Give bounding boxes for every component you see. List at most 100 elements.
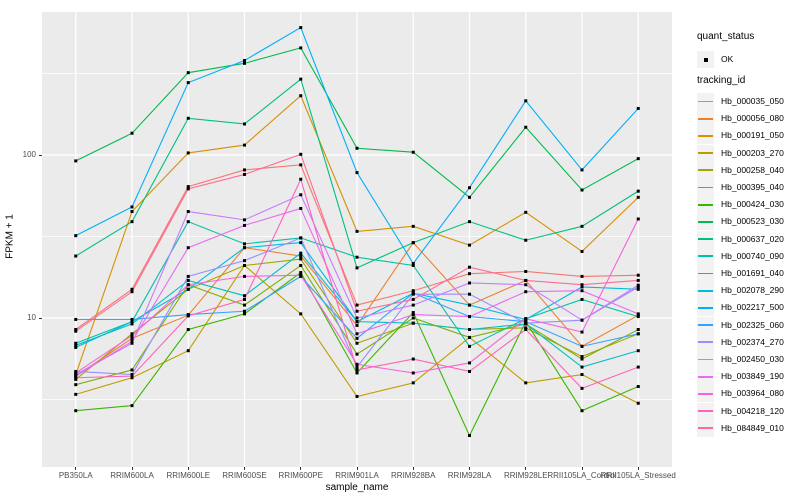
x-tick-label: RRIM600PE <box>278 471 323 480</box>
legend-key-swatch <box>697 93 714 110</box>
data-point-marker <box>636 283 640 287</box>
data-point-marker <box>468 281 471 285</box>
legend-key-swatch <box>697 368 714 386</box>
data-point-marker <box>355 332 359 336</box>
data-point-marker <box>355 320 359 324</box>
data-point-marker <box>580 168 584 172</box>
legend-item-label: Hb_002325_060 <box>721 319 784 330</box>
data-point-marker <box>243 122 246 126</box>
x-tick-label: PB350LA <box>58 471 93 480</box>
data-point-marker <box>636 273 640 277</box>
data-point-marker <box>580 355 584 359</box>
data-point-marker <box>74 383 78 387</box>
data-point-marker <box>355 323 359 327</box>
legend-item-label: Hb_004218_120 <box>721 405 784 416</box>
data-point-marker <box>355 171 359 175</box>
data-point-marker <box>243 58 246 62</box>
x-tick <box>412 467 414 470</box>
data-point-marker <box>74 392 78 396</box>
x-tick-label: RRIM928BA <box>391 471 436 480</box>
data-point-marker <box>186 287 190 291</box>
data-point-marker <box>355 371 359 375</box>
data-point-marker <box>186 187 190 191</box>
data-point-marker <box>580 318 584 322</box>
data-point-marker <box>355 336 359 340</box>
legend-item-label: Hb_000523_030 <box>721 216 784 227</box>
data-point-marker <box>468 292 471 296</box>
x-tick <box>525 467 527 470</box>
data-point-marker <box>411 263 415 267</box>
x-tick <box>244 467 245 470</box>
data-point-marker <box>580 344 584 348</box>
data-point-marker <box>299 236 303 240</box>
data-point-marker <box>186 185 190 189</box>
legend-key-swatch <box>697 213 714 231</box>
legend-item-label: Hb_001691_040 <box>721 268 784 278</box>
legend-item-label: Hb_000056_080 <box>721 113 784 124</box>
ok-point-icon <box>704 58 708 62</box>
data-point-marker <box>186 220 190 224</box>
data-point-marker <box>243 246 246 250</box>
data-point-marker <box>186 328 190 332</box>
data-point-marker <box>299 46 303 50</box>
legend-line-icon <box>698 375 713 378</box>
legend-key-swatch <box>697 316 714 334</box>
data-point-marker <box>580 365 584 369</box>
data-point-marker <box>130 205 134 209</box>
data-point-marker <box>411 261 415 265</box>
legend-item-label: Hb_000637_020 <box>721 233 784 244</box>
legend-ok-key <box>697 51 714 68</box>
data-point-marker <box>74 371 78 375</box>
data-point-marker <box>299 77 303 81</box>
data-point-marker <box>636 384 640 388</box>
data-point-marker <box>411 313 415 317</box>
data-point-marker <box>580 285 584 289</box>
x-axis-title: sample_name <box>325 482 389 493</box>
data-point-marker <box>636 278 640 282</box>
x-tick-label: RRIM600LA <box>110 471 154 480</box>
data-point-marker <box>130 334 134 338</box>
x-tick <box>637 467 639 470</box>
data-point-marker <box>411 371 415 375</box>
data-point-marker <box>355 362 359 366</box>
data-point-marker <box>355 229 359 233</box>
data-point-marker <box>130 220 134 224</box>
data-point-marker <box>299 254 303 258</box>
data-point-marker <box>243 263 246 267</box>
data-point-marker <box>243 303 246 307</box>
data-point-marker <box>74 377 78 381</box>
data-point-marker <box>636 217 640 221</box>
legend-line-icon <box>698 358 713 361</box>
data-point-marker <box>468 361 471 365</box>
legend-line-icon <box>698 152 713 154</box>
data-point-marker <box>130 373 134 377</box>
data-point-marker <box>411 297 415 301</box>
data-point-marker <box>243 143 246 147</box>
data-point-marker <box>299 271 303 275</box>
data-point-marker <box>243 218 246 222</box>
data-point-marker <box>74 345 78 349</box>
legend-key-swatch <box>697 299 714 317</box>
x-tick-label: RRIM600LE <box>166 471 211 480</box>
data-point-marker <box>468 335 471 339</box>
data-point-marker <box>299 257 303 261</box>
legend-item-label: Hb_002217_500 <box>721 302 784 313</box>
data-point-marker <box>355 352 359 356</box>
legend-line-icon <box>698 427 713 430</box>
data-point-marker <box>524 210 528 214</box>
data-point-marker <box>468 315 471 319</box>
data-point-marker <box>299 193 303 197</box>
legend-key-swatch <box>697 385 714 403</box>
data-point-marker <box>130 339 134 343</box>
data-point-marker <box>130 317 134 321</box>
data-point-marker <box>411 150 415 154</box>
data-point-marker <box>468 186 471 190</box>
data-point-marker <box>299 152 303 156</box>
data-point-marker <box>411 292 415 296</box>
data-point-marker <box>580 274 584 278</box>
data-point-marker <box>524 278 528 282</box>
x-tick-label: RRIM928LE <box>503 471 548 480</box>
data-point-marker <box>636 195 640 199</box>
data-point-marker <box>74 329 78 333</box>
legend-line-icon <box>698 324 713 326</box>
